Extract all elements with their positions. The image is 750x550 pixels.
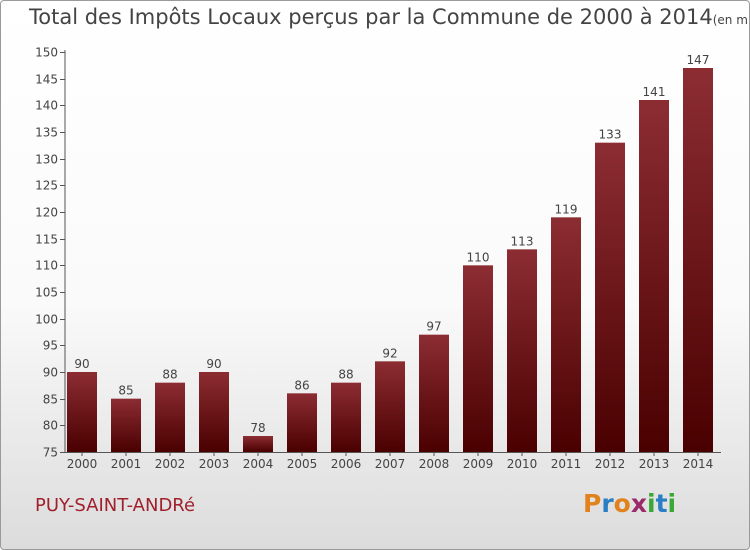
logo-letter: i [647,489,656,518]
commune-name: PUY-SAINT-ANDRé [35,495,196,516]
logo-letter: P [583,489,602,518]
logo-letter: o [613,489,631,518]
y-tick-label: 130 [35,153,58,167]
proxiti-logo[interactable]: Proxiti [583,489,676,518]
y-axis: 75 80 85 90 95 100 105 110 115 120 125 130 135 140 145… [35,46,66,460]
x-tick-label: 2005 [287,457,318,471]
logo-letter: r [601,489,614,518]
y-tick-label: 120 [35,206,58,220]
x-tick-label: 2011 [551,457,582,471]
bar-value-label: 90 [206,357,221,371]
bar [595,142,625,452]
title-text: Total des Impôts Locaux perçus par la Co… [29,5,713,29]
bar-value-label: 110 [467,250,490,264]
bar [111,398,141,452]
y-tick-label: 115 [35,233,58,247]
x-tick-label: 2008 [419,457,450,471]
bar-value-label: 90 [74,357,89,371]
bar [507,249,537,452]
bar-value-label: 119 [555,202,578,216]
bar-value-label: 78 [250,421,265,435]
bar [463,265,493,452]
bar-value-label: 147 [687,53,710,67]
x-tick-label: 2014 [683,457,714,471]
x-axis: 2000 2001 2002 2003 2004 2005 2006 2007 2008 2009… [65,452,721,471]
bar [375,361,405,452]
y-tick-label: 105 [35,286,58,300]
y-tick-label: 110 [35,259,58,273]
y-tick-label: 75 [43,446,58,460]
bar-value-label: 133 [599,128,622,142]
y-tick-label: 145 [35,73,58,87]
x-tick-label: 2013 [639,457,670,471]
bar-value-label: 85 [118,384,133,398]
bar-value-label: 88 [338,368,353,382]
bar [243,436,273,452]
x-tick-label: 2009 [463,457,494,471]
bar-value-label: 92 [382,346,397,360]
bars: 90 85 88 90 78 86 88 92 97 110 113 119 133 141 147 [67,53,713,452]
x-tick-label: 2004 [243,457,274,471]
x-tick-label: 2002 [155,457,186,471]
y-tick-label: 135 [35,126,58,140]
bar-value-label: 113 [511,234,534,248]
bar-value-label: 141 [643,85,666,99]
bar [331,382,361,452]
y-tick-label: 100 [35,313,58,327]
x-tick-label: 2007 [375,457,406,471]
bar-value-label: 86 [294,378,309,392]
x-tick-label: 2006 [331,457,362,471]
bar [419,334,449,452]
bar [155,382,185,452]
x-tick-label: 2003 [199,457,230,471]
bar [199,372,229,452]
x-tick-label: 2000 [67,457,98,471]
y-tick-label: 80 [43,419,58,433]
y-tick-label: 90 [43,366,58,380]
logo-letter: t [655,489,668,518]
x-tick-label: 2012 [595,457,626,471]
y-tick-label: 85 [43,393,58,407]
x-tick-label: 2010 [507,457,538,471]
bar [67,372,97,452]
bar-value-label: 88 [162,368,177,382]
x-tick-label: 2001 [111,457,142,471]
bar [551,217,581,452]
chart-title: Total des Impôts Locaux perçus par la Co… [29,5,750,29]
logo-letter: x [630,489,647,518]
unit-label: (en milliers d'€) [712,13,750,27]
y-tick-label: 95 [43,339,58,353]
y-tick-label: 150 [35,46,58,60]
y-tick-label: 125 [35,179,58,193]
bar [639,100,669,452]
bar [683,68,713,452]
bar [287,393,317,452]
bar-value-label: 97 [426,320,441,334]
y-tick-label: 140 [35,99,58,113]
logo-letter: i [667,489,677,518]
